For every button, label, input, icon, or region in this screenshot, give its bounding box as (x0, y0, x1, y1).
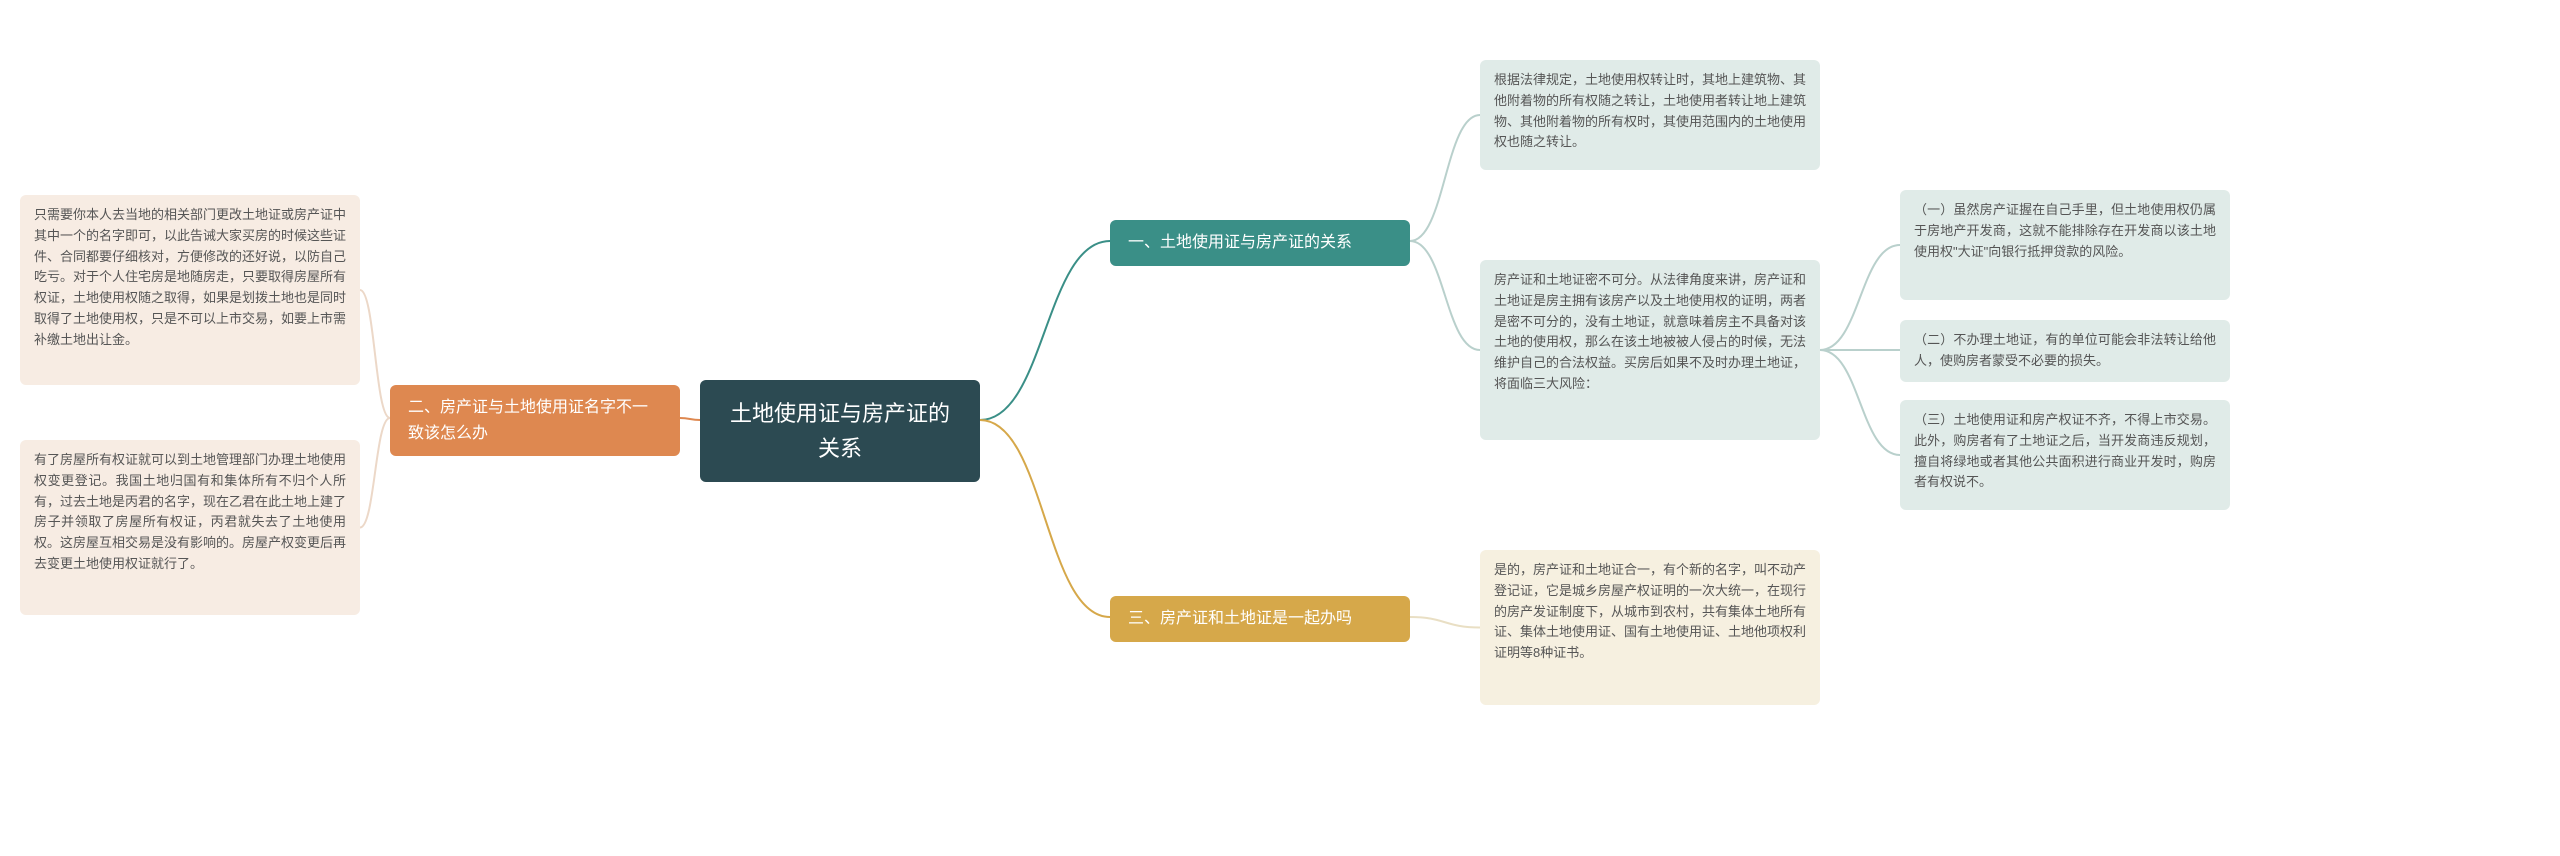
leaf-b1-2-2[interactable]: （二）不办理土地证，有的单位可能会非法转让给他人，使购房者蒙受不必要的损失。 (1900, 320, 2230, 382)
branch-1-label: 一、土地使用证与房产证的关系 (1128, 234, 1352, 251)
leaf-b1-2-3[interactable]: （三）土地使用证和房产权证不齐，不得上市交易。此外，购房者有了土地证之后，当开发… (1900, 400, 2230, 510)
connector (1820, 245, 1900, 350)
root-node[interactable]: 土地使用证与房产证的关系 (700, 380, 980, 482)
leaf-b1-2-1-text: （一）虽然房产证握在自己手里，但土地使用权仍属于房地产开发商，这就不能排除存在开… (1914, 202, 2216, 259)
branch-2[interactable]: 二、房产证与土地使用证名字不一致该怎么办 (390, 385, 680, 456)
connector (1410, 241, 1480, 350)
branch-1[interactable]: 一、土地使用证与房产证的关系 (1110, 220, 1410, 266)
branch-2-label: 二、房产证与土地使用证名字不一致该怎么办 (408, 399, 648, 442)
branch-3[interactable]: 三、房产证和土地证是一起办吗 (1110, 596, 1410, 642)
leaf-b2-1[interactable]: 只需要你本人去当地的相关部门更改土地证或房产证中其中一个的名字即可，以此告诫大家… (20, 195, 360, 385)
connector (360, 418, 390, 528)
connector (1410, 617, 1480, 628)
branch-3-label: 三、房产证和土地证是一起办吗 (1128, 610, 1352, 627)
connector (680, 418, 700, 420)
root-label: 土地使用证与房产证的关系 (730, 401, 950, 461)
connector (1410, 115, 1480, 241)
connector (980, 420, 1110, 617)
leaf-b1-2-1[interactable]: （一）虽然房产证握在自己手里，但土地使用权仍属于房地产开发商，这就不能排除存在开… (1900, 190, 2230, 300)
connector (360, 290, 390, 418)
connector (980, 241, 1110, 420)
leaf-b3-1-text: 是的，房产证和土地证合一，有个新的名字，叫不动产登记证，它是城乡房屋产权证明的一… (1494, 562, 1806, 660)
leaf-b2-2-text: 有了房屋所有权证就可以到土地管理部门办理土地使用权变更登记。我国土地归国有和集体… (34, 452, 346, 571)
leaf-b3-1[interactable]: 是的，房产证和土地证合一，有个新的名字，叫不动产登记证，它是城乡房屋产权证明的一… (1480, 550, 1820, 705)
leaf-b1-2[interactable]: 房产证和土地证密不可分。从法律角度来讲，房产证和土地证是房主拥有该房产以及土地使… (1480, 260, 1820, 440)
leaf-b1-1-text: 根据法律规定，土地使用权转让时，其地上建筑物、其他附着物的所有权随之转让，土地使… (1494, 72, 1806, 149)
leaf-b1-1[interactable]: 根据法律规定，土地使用权转让时，其地上建筑物、其他附着物的所有权随之转让，土地使… (1480, 60, 1820, 170)
leaf-b1-2-3-text: （三）土地使用证和房产权证不齐，不得上市交易。此外，购房者有了土地证之后，当开发… (1914, 412, 2216, 489)
leaf-b2-2[interactable]: 有了房屋所有权证就可以到土地管理部门办理土地使用权变更登记。我国土地归国有和集体… (20, 440, 360, 615)
leaf-b2-1-text: 只需要你本人去当地的相关部门更改土地证或房产证中其中一个的名字即可，以此告诫大家… (34, 207, 346, 347)
leaf-b1-2-text: 房产证和土地证密不可分。从法律角度来讲，房产证和土地证是房主拥有该房产以及土地使… (1494, 272, 1806, 391)
leaf-b1-2-2-text: （二）不办理土地证，有的单位可能会非法转让给他人，使购房者蒙受不必要的损失。 (1914, 332, 2216, 368)
connector (1820, 350, 1900, 455)
